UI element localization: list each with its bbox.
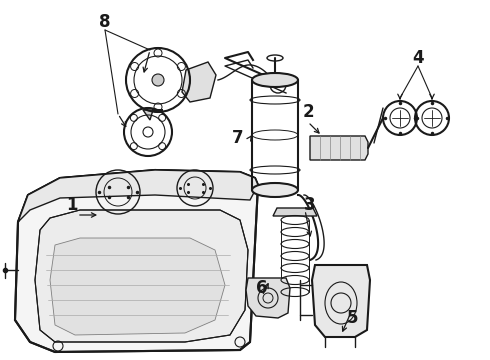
Polygon shape xyxy=(246,278,290,318)
Text: 4: 4 xyxy=(412,49,424,67)
Text: 7: 7 xyxy=(232,129,244,147)
Polygon shape xyxy=(143,110,163,120)
Text: 8: 8 xyxy=(99,13,111,31)
Text: 2: 2 xyxy=(302,103,314,121)
Circle shape xyxy=(152,74,164,86)
Ellipse shape xyxy=(252,73,298,87)
Polygon shape xyxy=(35,210,248,342)
Text: 6: 6 xyxy=(256,279,268,297)
Text: 5: 5 xyxy=(346,309,358,327)
Text: 3: 3 xyxy=(304,196,316,214)
Polygon shape xyxy=(312,265,370,337)
Polygon shape xyxy=(273,208,317,216)
Polygon shape xyxy=(310,136,368,160)
Ellipse shape xyxy=(252,183,298,197)
Polygon shape xyxy=(18,170,258,222)
Polygon shape xyxy=(15,170,258,352)
Text: 1: 1 xyxy=(66,196,78,214)
Polygon shape xyxy=(182,62,216,102)
Polygon shape xyxy=(50,238,225,335)
